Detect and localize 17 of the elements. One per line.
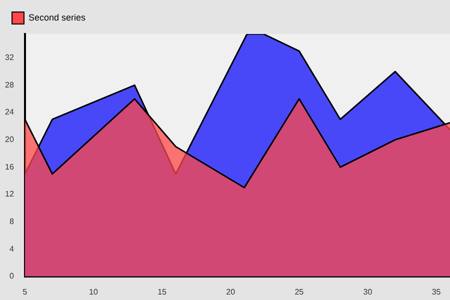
y-tick-label: 8 xyxy=(9,216,14,226)
x-tick-label: 30 xyxy=(363,287,373,296)
x-tick-label: 20 xyxy=(226,287,236,296)
y-tick-label: 16 xyxy=(4,162,14,172)
x-tick-label: 25 xyxy=(294,287,304,296)
x-tick-label: 5 xyxy=(22,287,28,296)
y-tick-label: 0 xyxy=(9,272,14,281)
legend-label: Second series xyxy=(28,12,86,22)
x-tick-label: 15 xyxy=(158,287,168,296)
y-tick-label: 28 xyxy=(4,80,14,90)
y-tick-label: 20 xyxy=(4,135,14,144)
y-tick-label: 12 xyxy=(4,190,14,199)
x-tick-label: 10 xyxy=(89,287,98,296)
y-tick-label: 24 xyxy=(4,108,14,117)
y-tick-label: 4 xyxy=(9,244,14,254)
y-tick-label: 32 xyxy=(4,53,14,62)
x-tick-label: 35 xyxy=(432,287,442,296)
